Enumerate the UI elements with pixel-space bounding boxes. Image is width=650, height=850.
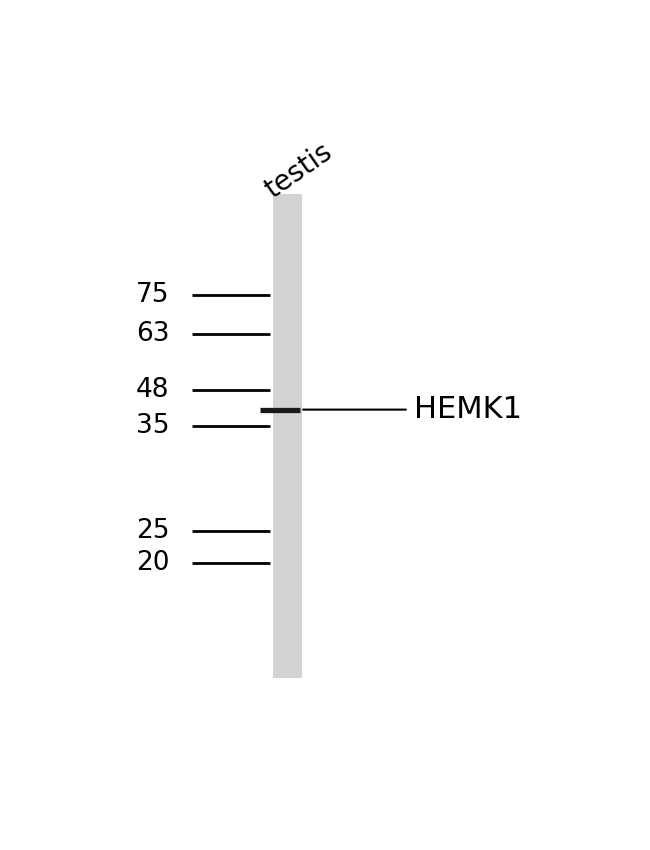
Text: 25: 25 [136, 518, 170, 544]
Text: HEMK1: HEMK1 [414, 395, 522, 424]
Text: testis: testis [260, 137, 338, 203]
Text: 48: 48 [136, 377, 170, 403]
Text: 75: 75 [136, 282, 170, 308]
Text: 35: 35 [136, 413, 170, 439]
Text: 63: 63 [136, 321, 170, 348]
Text: 20: 20 [136, 551, 170, 576]
FancyBboxPatch shape [273, 194, 302, 678]
